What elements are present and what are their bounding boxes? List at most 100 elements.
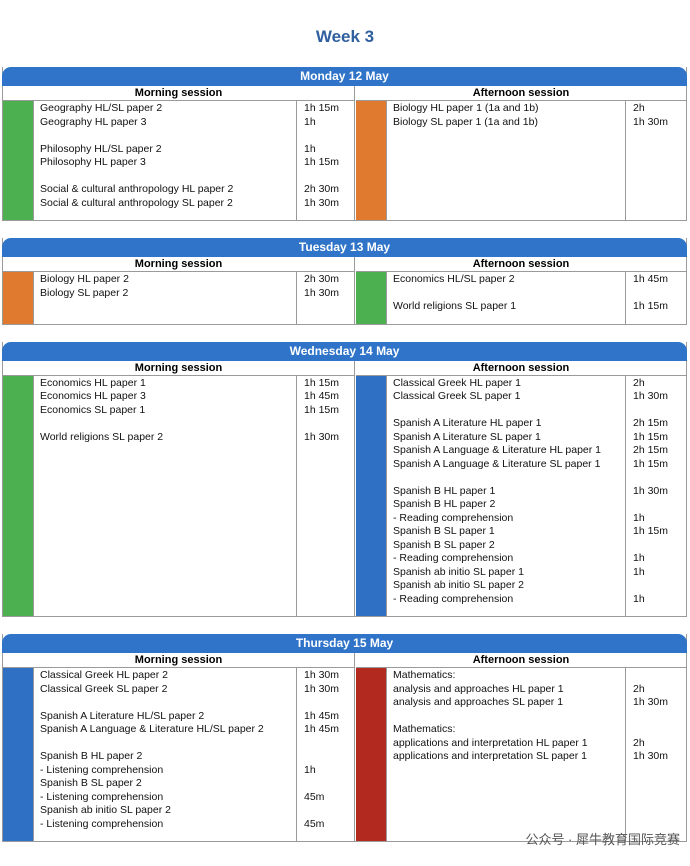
- gap: [393, 287, 625, 301]
- duration: 2h 15m: [633, 444, 669, 456]
- subject: - Reading comprehension: [393, 592, 514, 605]
- subject: analysis and approaches HL paper 1: [393, 682, 564, 695]
- morning-session: Morning session Biology HL paper 2 Biology…: [3, 257, 355, 324]
- subject: Spanish A Literature SL paper 1: [393, 430, 541, 443]
- afternoon-session: Afternoon session Economics HL/SL paper 2…: [355, 257, 686, 324]
- sessions: Morning session Classical Greek HL paper …: [3, 653, 686, 841]
- subject: Philosophy HL/SL paper 2: [40, 142, 162, 155]
- duration: 2h 30m: [304, 273, 340, 285]
- session-label: Morning session: [3, 257, 354, 272]
- subject: Spanish A Language & Literature HL paper…: [393, 444, 602, 456]
- day-block: Tuesday 13 May Morning session Biology HL …: [2, 238, 687, 325]
- duration: 1h 15m: [633, 300, 669, 312]
- subject: Philosophy HL paper 3: [40, 156, 146, 168]
- duration: 2h 15m: [633, 417, 669, 429]
- subject: Spanish B HL paper 1: [393, 484, 496, 497]
- blank: [304, 804, 354, 818]
- duration: 1h 30m: [633, 696, 669, 708]
- page-title: Week 3: [315, 27, 375, 46]
- duration: 1h 15m: [304, 156, 340, 168]
- session-body: Economics HL/SL paper 2 World religions S…: [356, 272, 686, 324]
- sessions: Morning session Biology HL paper 2 Biology…: [3, 257, 686, 324]
- subject: Biology HL paper 1 (1a and 1b): [393, 102, 539, 114]
- subject: Mathematics:: [393, 669, 456, 681]
- gap: [40, 129, 296, 143]
- session-label: Afternoon session: [356, 257, 686, 272]
- duration: 1h: [633, 552, 645, 564]
- gap: [633, 471, 686, 485]
- subject: Spanish B HL paper 2: [393, 498, 496, 510]
- duration: 1h 45m: [304, 709, 340, 722]
- subject: applications and interpretation HL paper…: [393, 736, 588, 749]
- subject: Spanish ab initio SL paper 1: [393, 565, 524, 578]
- subject: Social & cultural anthropology SL paper …: [40, 196, 233, 209]
- subject: Economics HL paper 1: [40, 376, 146, 389]
- durations: 2h 30m 1h 30m: [297, 272, 354, 324]
- subject: World religions SL paper 2: [40, 430, 164, 443]
- gap: [304, 696, 354, 710]
- subject: Spanish B HL paper 2: [40, 750, 143, 762]
- subjects: Biology HL paper 2 Biology SL paper 2: [33, 272, 297, 324]
- subject: Biology SL paper 1 (1a and 1b): [393, 115, 538, 128]
- duration: 45m: [304, 817, 325, 830]
- gap: [40, 170, 296, 184]
- day-block: Monday 12 May Morning session Geography HL…: [2, 67, 687, 221]
- afternoon-session: Afternoon session Classical Greek HL pape…: [355, 361, 686, 617]
- subject: - Listening comprehension: [40, 790, 164, 803]
- gap: [393, 404, 625, 418]
- session-label: Morning session: [3, 653, 354, 668]
- duration: 1h: [633, 511, 645, 524]
- session-body: Biology HL paper 2 Biology SL paper 2 2h 3…: [3, 272, 354, 324]
- durations: 2h 1h 30m 2h 15m 1h 15m 2h 15m 1h 15m 1h 30m 1h…: [626, 376, 686, 617]
- duration: 1h 30m: [304, 682, 340, 695]
- durations: 1h 15m 1h 1h 1h 15m 2h 30m 1h 30m: [297, 101, 354, 220]
- duration: 1h 15m: [633, 457, 669, 470]
- color-strip: [356, 668, 386, 841]
- session-body: Geography HL/SL paper 2 Geography HL pape…: [3, 101, 354, 220]
- session-body: Mathematics: analysis and approaches HL p…: [356, 668, 686, 841]
- subject: applications and interpretation SL paper…: [393, 750, 587, 762]
- color-strip: [356, 272, 386, 324]
- gap: [304, 417, 354, 431]
- gap: [40, 737, 296, 751]
- morning-session: Morning session Economics HL paper 1 Econo…: [3, 360, 355, 617]
- duration: 1h: [304, 142, 316, 155]
- subject: Spanish B SL paper 2: [393, 538, 495, 551]
- subject: Spanish A Literature HL paper 1: [393, 417, 542, 429]
- subject: - Reading comprehension: [393, 552, 514, 564]
- duration: 1h 15m: [304, 102, 340, 114]
- duration: 1h 30m: [304, 430, 340, 443]
- subject: Spanish ab initio SL paper 2: [393, 579, 524, 591]
- duration: 1h 45m: [633, 273, 669, 285]
- subjects: Classical Greek HL paper 2 Classical Gree…: [33, 668, 297, 841]
- duration: 2h: [633, 682, 645, 695]
- duration: 1h 30m: [304, 286, 340, 299]
- subject: Spanish B SL paper 2: [40, 777, 142, 789]
- gap: [393, 471, 625, 485]
- duration: 1h: [304, 763, 316, 776]
- durations: 1h 30m 1h 30m 1h 45m 1h 45m 1h 45m 45m: [297, 668, 354, 841]
- duration: 1h 30m: [633, 484, 669, 497]
- duration: 1h 15m: [633, 525, 669, 537]
- gap: [304, 737, 354, 751]
- duration: 1h 30m: [633, 115, 669, 128]
- color-strip: [356, 101, 386, 220]
- color-strip: [356, 375, 386, 616]
- subject: Biology HL paper 2: [40, 273, 129, 285]
- morning-session: Morning session Classical Greek HL paper …: [3, 653, 355, 841]
- day-heading: Tuesday 13 May: [2, 238, 687, 257]
- day-heading: Monday 12 May: [2, 67, 687, 86]
- day-block: Wednesday 14 May Morning session Economics…: [2, 341, 687, 617]
- gap: [40, 696, 296, 710]
- subjects: Geography HL/SL paper 2 Geography HL pape…: [33, 101, 297, 220]
- gap: [304, 129, 354, 143]
- duration: 2h: [633, 736, 645, 749]
- durations: 1h 15m 1h 45m 1h 15m 1h 30m: [297, 376, 354, 617]
- subject: Economics SL paper 1: [40, 403, 146, 416]
- blank: [633, 579, 686, 593]
- color-strip: [3, 668, 33, 841]
- subjects: Classical Greek HL paper 1 Classical Gree…: [386, 375, 626, 616]
- afternoon-session: Afternoon session Mathematics: analysis an…: [355, 653, 686, 841]
- subject: - Reading comprehension: [393, 511, 514, 524]
